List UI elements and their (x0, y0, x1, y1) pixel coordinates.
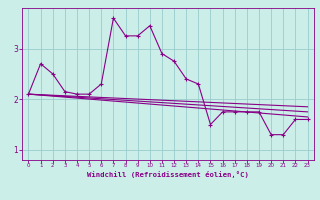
X-axis label: Windchill (Refroidissement éolien,°C): Windchill (Refroidissement éolien,°C) (87, 171, 249, 178)
